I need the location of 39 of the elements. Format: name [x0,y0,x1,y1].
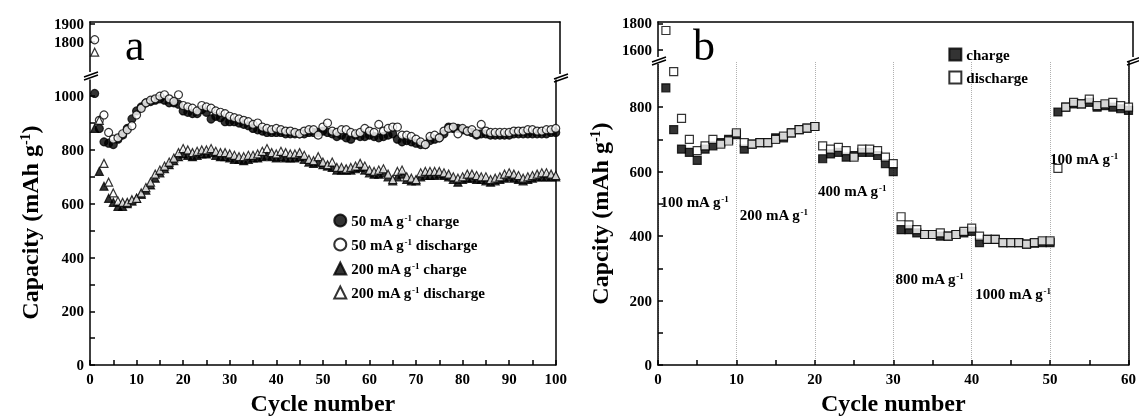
y-tick-label: 600 [61,195,84,212]
y-tick-label: 1900 [54,15,84,32]
x-axis-title: Cycle number [820,390,966,416]
x-tick-label: 100 [544,370,567,387]
y-tick-label: 800 [629,99,652,116]
y-tick-label: 0 [76,357,84,374]
chart-title: a [125,20,145,70]
y-tick-label: 200 [629,292,652,309]
x-tick-label: 70 [408,370,424,387]
x-tick-label: 90 [501,370,517,387]
y-tick-label: 400 [629,228,652,245]
x-tick-label: 80 [455,370,471,387]
y-tick-label: 400 [61,249,84,266]
y-tick-label: 0 [644,357,652,374]
x-tick-label: 50 [1042,370,1058,387]
chart-title: b [693,20,715,70]
y-tick-label: 600 [629,163,652,180]
x-tick-label: 40 [268,370,284,387]
x-tick-label: 50 [315,370,331,387]
y-tick-label: 800 [61,141,84,158]
x-tick-label: 20 [807,370,823,387]
x-tick-label: 10 [728,370,744,387]
x-tick-label: 20 [175,370,191,387]
x-tick-label: 40 [964,370,980,387]
y-axis-title: Capcity (mAh g-1) [587,122,613,305]
y-tick-label: 1000 [54,88,84,105]
x-tick-label: 30 [885,370,901,387]
x-tick-label: 10 [129,370,145,387]
legend-label: discharge [966,69,1029,86]
x-tick-label: 30 [222,370,238,387]
y-tick-label: 1800 [622,15,652,32]
y-tick-label: 1800 [54,33,84,50]
legend-label: charge [966,46,1010,63]
x-tick-label: 60 [361,370,377,387]
y-tick-label: 1600 [622,41,652,58]
y-tick-label: 200 [61,303,84,320]
x-tick-label: 60 [1121,370,1136,387]
y-axis-title: Capacity (mAh g-1) [17,125,44,320]
x-axis-title: Cycle number [250,390,396,416]
